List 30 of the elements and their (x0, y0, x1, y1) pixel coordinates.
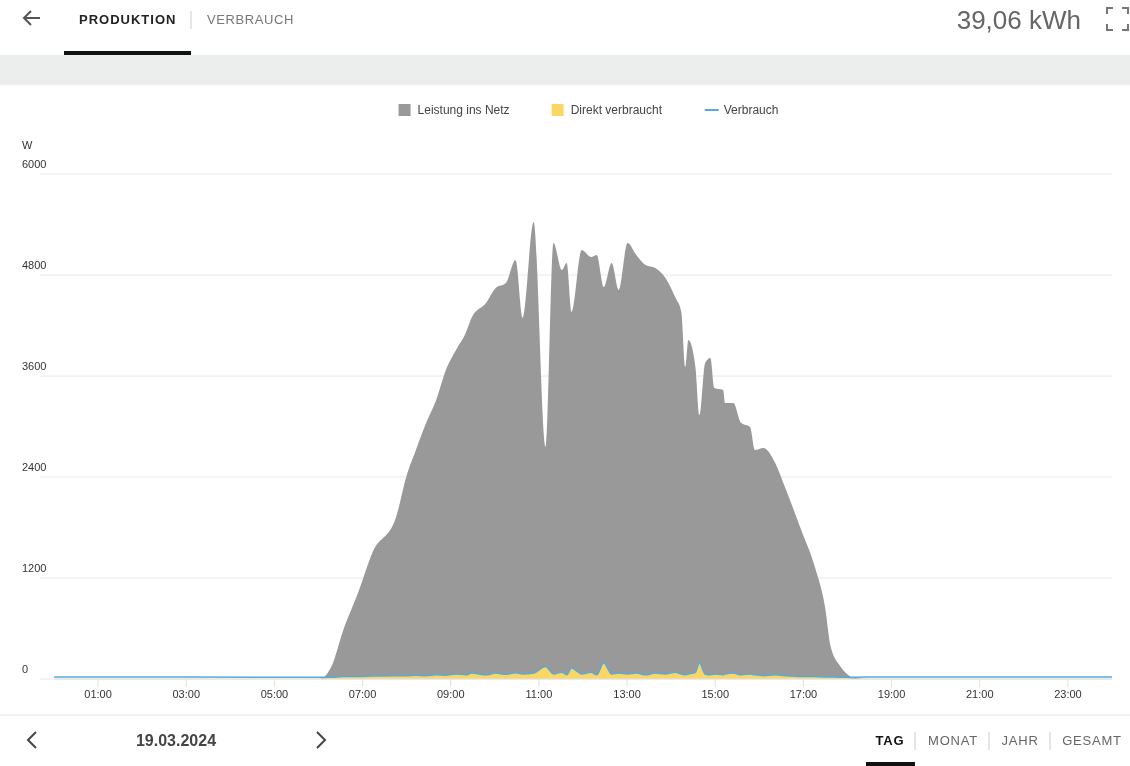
x-tick-label: 07:00 (348, 688, 377, 700)
x-tick-label: 17:00 (789, 688, 818, 700)
text: TAG (875, 733, 905, 748)
legend-label: Direkt verbraucht (570, 103, 663, 117)
text: MONAT (928, 733, 978, 748)
text: PRODUKTION (79, 12, 177, 27)
y-tick-label: 1200 (22, 562, 47, 574)
text: 19.03.2024 (135, 732, 217, 749)
text: GESAMT (1062, 733, 1122, 748)
y-tick-label: 0 (22, 663, 29, 675)
y-axis-title: W (22, 139, 33, 151)
x-tick-label: 23:00 (1054, 688, 1082, 700)
text: VERBRAUCH (207, 12, 295, 27)
legend-label: Leistung ins Netz (417, 103, 510, 117)
x-tick-label: 03:00 (172, 688, 201, 700)
x-tick-label: 19:00 (877, 688, 906, 700)
y-tick-label: 6000 (22, 158, 47, 170)
text: 39,06 kWh (956, 5, 1081, 35)
y-tick-label: 3600 (22, 360, 47, 372)
x-tick-label: 21:00 (965, 688, 994, 700)
x-tick-label: 09:00 (436, 688, 465, 700)
x-tick-label: 05:00 (260, 688, 289, 700)
x-tick-label: 01:00 (84, 688, 112, 700)
y-tick-label: 4800 (22, 259, 47, 271)
x-tick-label: 13:00 (613, 688, 641, 700)
x-tick-label: 11:00 (525, 688, 553, 700)
y-tick-label: 2400 (22, 461, 47, 473)
text: JAHR (1001, 733, 1039, 748)
x-tick-label: 15:00 (701, 688, 730, 700)
legend-label: Verbrauch (723, 103, 779, 117)
